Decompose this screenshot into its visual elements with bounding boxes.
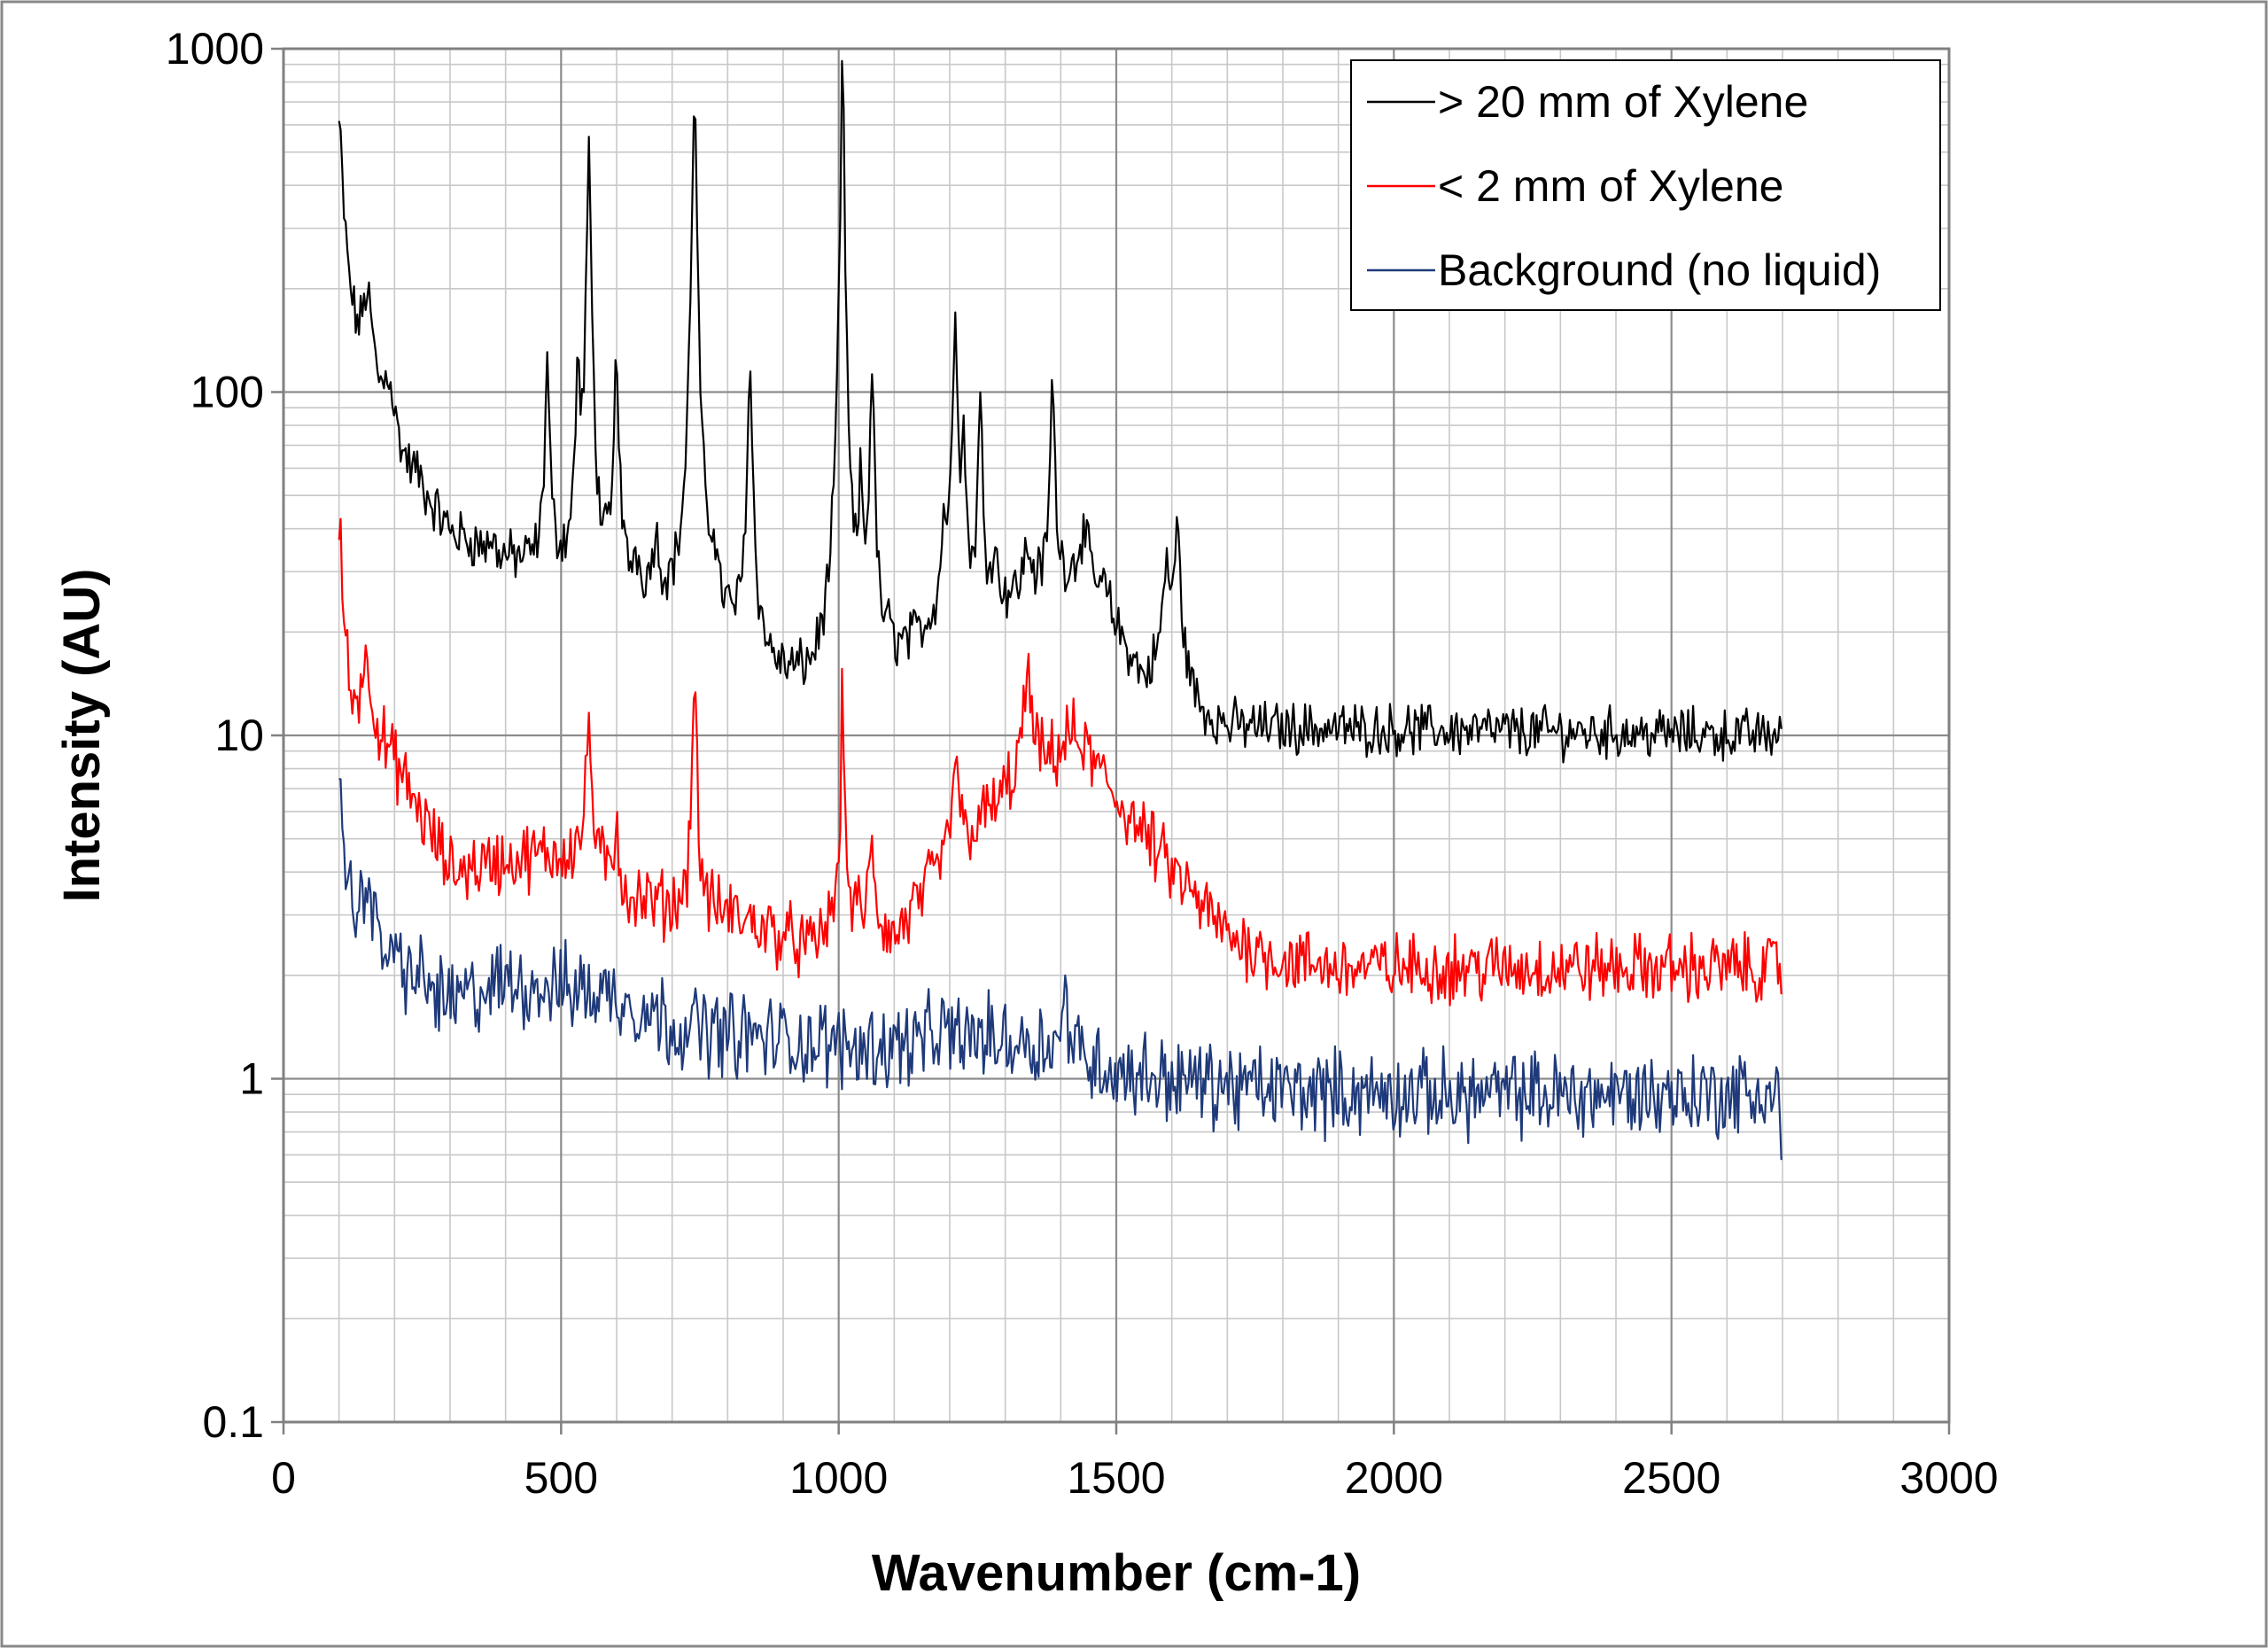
- legend-label-series-1: > 20 mm of Xylene: [1438, 77, 1808, 127]
- series-line-1: [338, 59, 1783, 764]
- x-tick-label: 3000: [1899, 1453, 1998, 1503]
- legend-box: [1350, 59, 1941, 311]
- x-tick-label: 1000: [789, 1453, 888, 1503]
- y-tick-label: 1: [239, 1054, 264, 1104]
- y-tick-label: 100: [190, 368, 264, 417]
- legend-label-series-2: < 2 mm of Xylene: [1438, 161, 1783, 211]
- x-axis-title: Wavenumber (cm-1): [872, 1544, 1361, 1602]
- x-tick-label: 500: [524, 1453, 598, 1503]
- y-tick-labels: 0.1 1 10 100 1000: [166, 24, 284, 1447]
- x-tick-labels: 0 500 1000 1500 2000 2500 3000: [271, 1422, 1999, 1503]
- x-tick-label: 0: [271, 1453, 296, 1503]
- series-layer: [338, 59, 1783, 1161]
- series-line-2: [338, 517, 1783, 1007]
- y-tick-label: 10: [214, 711, 264, 760]
- y-axis-title: Intensity (AU): [53, 569, 111, 903]
- legend: > 20 mm of Xylene < 2 mm of Xylene Backg…: [1350, 59, 1941, 311]
- x-tick-label: 2500: [1622, 1453, 1720, 1503]
- x-tick-label: 1500: [1067, 1453, 1165, 1503]
- x-tick-label: 2000: [1345, 1453, 1443, 1503]
- y-tick-label: 1000: [166, 24, 264, 74]
- y-tick-label: 0.1: [202, 1397, 264, 1447]
- series-line-3: [338, 777, 1783, 1161]
- legend-label-series-3: Background (no liquid): [1438, 245, 1881, 295]
